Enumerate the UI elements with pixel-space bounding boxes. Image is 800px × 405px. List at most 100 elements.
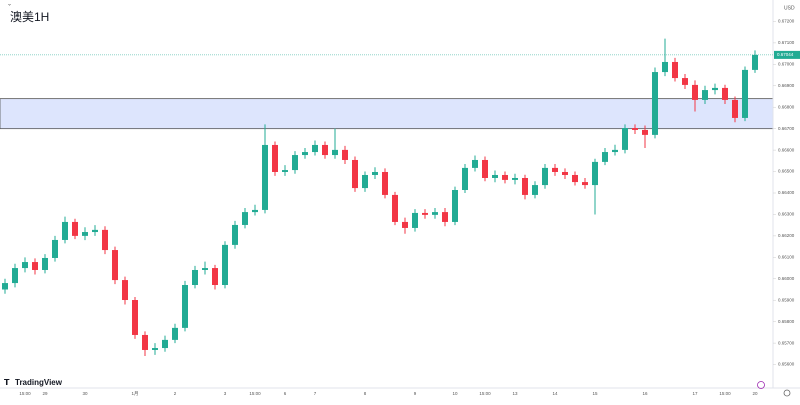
candle-body (592, 161, 598, 186)
candle-body (232, 224, 238, 245)
candle-body (662, 61, 668, 73)
candle-body (522, 177, 528, 195)
y-tick-label: 0.66700 (778, 126, 795, 131)
x-tick-label: 29 (42, 391, 48, 396)
candle-body (62, 221, 68, 240)
candle-body (362, 174, 368, 189)
candle-body (122, 280, 128, 301)
x-tick-label: 13 (512, 391, 518, 396)
candle-body (532, 185, 538, 195)
candle-body (322, 144, 328, 156)
x-tick-label: 30 (82, 391, 88, 396)
candle-body (242, 212, 248, 225)
candle-body (742, 69, 748, 118)
candle-body (102, 229, 108, 251)
x-tick-label: 15:00 (479, 391, 491, 396)
candle-body (262, 144, 268, 210)
settings-icon[interactable] (783, 389, 791, 397)
candle-body (92, 229, 98, 233)
candle-body (692, 84, 698, 100)
x-tick-label: 8 (364, 391, 367, 396)
candle-body (722, 87, 728, 100)
candle-body (482, 159, 488, 178)
collapse-icon[interactable]: ⌄ (7, 2, 12, 8)
candle-body (392, 194, 398, 222)
x-tick-label: 6 (284, 391, 287, 396)
candle-body (42, 257, 48, 270)
x-tick-label: 17 (692, 391, 698, 396)
candle-body (422, 212, 428, 215)
candle-body (152, 348, 158, 350)
candle-body (552, 167, 558, 172)
candle-body (342, 149, 348, 160)
brand-logo: 𝗧 (4, 378, 10, 387)
candle-body (252, 209, 258, 213)
y-tick-label: 0.67100 (778, 40, 795, 45)
candle-body (172, 327, 178, 340)
x-tick-label: 9 (414, 391, 417, 396)
y-tick-label: 0.65800 (778, 319, 795, 324)
candle-body (142, 334, 148, 350)
candle-body (12, 268, 18, 284)
candle-body (452, 189, 458, 222)
candle-body (492, 174, 498, 178)
y-tick-label: 0.65600 (778, 362, 795, 367)
candle-body (502, 174, 508, 180)
y-tick-label: 0.66200 (778, 233, 795, 238)
candle-body (222, 244, 228, 285)
y-tick-label: 0.65700 (778, 340, 795, 345)
chart-title: 澳美1H (10, 10, 49, 24)
y-tick-label: 0.67200 (778, 19, 795, 24)
x-tick-label: 2 (174, 391, 177, 396)
events-icon[interactable] (757, 381, 765, 389)
candle-body (612, 149, 618, 153)
candle-body (112, 250, 118, 281)
candle-body (412, 212, 418, 228)
y-tick-label: 0.66600 (778, 147, 795, 152)
candle-body (2, 283, 8, 290)
candle-body (282, 170, 288, 172)
candle-body (512, 177, 518, 180)
candle-body (382, 171, 388, 195)
y-tick-label: 0.66500 (778, 169, 795, 174)
x-tick-label: 7 (314, 391, 317, 396)
y-tick-label: 0.66800 (778, 104, 795, 109)
y-tick-label: 0.66000 (778, 276, 795, 281)
candle-body (202, 268, 208, 270)
candle-body (192, 269, 198, 285)
candle-body (642, 129, 648, 135)
x-tick-label: 20 (752, 391, 758, 396)
x-tick-label: 14 (552, 391, 558, 396)
candle-body (752, 54, 758, 70)
candle-body (402, 221, 408, 228)
candle-body (22, 262, 28, 269)
y-tick-label: 0.65900 (778, 297, 795, 302)
candle-body (702, 90, 708, 100)
candle-body (32, 262, 38, 270)
candle-body (332, 149, 338, 156)
candle-body (652, 72, 658, 135)
candle-body (562, 171, 568, 175)
candle-body (162, 339, 168, 349)
last-price-box (774, 50, 800, 59)
x-tick-label: 10 (452, 391, 458, 396)
x-tick-label: 1月 (131, 391, 138, 397)
candle-body (712, 87, 718, 91)
candle-body (292, 155, 298, 171)
candle-body (632, 128, 638, 130)
y-tick-label: 0.66900 (778, 83, 795, 88)
candle-body (52, 239, 58, 258)
y-tick-label: 0.66100 (778, 255, 795, 260)
candle-body (312, 144, 318, 153)
candle-body (622, 128, 628, 150)
brand: TradingView (15, 378, 63, 387)
candle-body (472, 159, 478, 168)
candle-body (302, 152, 308, 156)
candle-body (432, 212, 438, 215)
candle-body (72, 221, 78, 236)
candle-body (582, 182, 588, 186)
candle-body (182, 284, 188, 328)
